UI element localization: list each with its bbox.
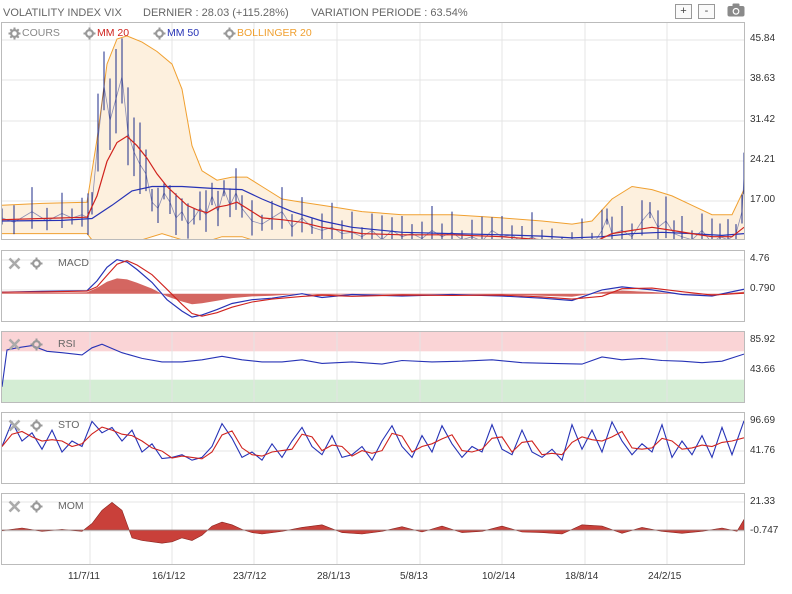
x-tick-label: 24/2/15: [648, 571, 682, 582]
gear-icon[interactable]: [83, 27, 96, 40]
sto-panel[interactable]: STO: [1, 412, 745, 484]
gear-icon[interactable]: [30, 257, 43, 270]
camera-icon[interactable]: [727, 3, 745, 17]
rsi-oversold-zone: [2, 379, 744, 402]
gear-icon[interactable]: [30, 419, 43, 432]
momentum-area: [2, 502, 744, 544]
bollinger-upper-line: [2, 35, 744, 225]
gear-icon[interactable]: [30, 338, 43, 351]
macd-tick-label: 0.790: [750, 283, 776, 294]
price-chart: [2, 23, 744, 239]
chart-title: VOLATILITY INDEX VIX: [3, 7, 122, 19]
x-tick-label: 5/8/13: [400, 571, 428, 582]
mm20-line: [2, 135, 744, 239]
close-icon[interactable]: [8, 257, 21, 270]
y-tick-label: 38.63: [750, 73, 776, 84]
legend-mm20: MM 20: [97, 27, 130, 39]
rsi-tick-label: 43.66: [750, 364, 776, 375]
y-tick-label: 45.84: [750, 33, 776, 44]
mom-label: MOM: [58, 500, 84, 512]
last-value: DERNIER : 28.03 (+115.28%): [143, 7, 289, 19]
macd-label: MACD: [58, 257, 89, 269]
macd-histogram: [2, 278, 744, 305]
macd-panel[interactable]: MACD: [1, 250, 745, 322]
x-tick-label: 10/2/14: [482, 571, 516, 582]
legend-bollinger: BOLLINGER 20: [237, 27, 312, 39]
gear-icon[interactable]: [223, 27, 236, 40]
x-tick-label: 18/8/14: [565, 571, 599, 582]
sto-label: STO: [58, 419, 80, 431]
macd-chart: [2, 251, 744, 321]
x-tick-label: 23/7/12: [233, 571, 267, 582]
mom-chart: [2, 494, 744, 564]
sto-d-line: [2, 426, 744, 460]
x-tick-label: 16/1/12: [152, 571, 186, 582]
chart-header: VOLATILITY INDEX VIX DERNIER : 28.03 (+1…: [0, 0, 792, 24]
mom-tick-label: 21.33: [750, 496, 776, 507]
macd-tick-label: 4.76: [750, 253, 770, 264]
mom-panel[interactable]: MOM: [1, 493, 745, 565]
rsi-chart: [2, 332, 744, 402]
mom-tick-label: -0.747: [750, 525, 779, 536]
rsi-label: RSI: [58, 338, 76, 350]
price-panel[interactable]: COURS MM 20 MM 50 BOLLINGER 20: [1, 22, 745, 240]
y-tick-label: 24.21: [750, 154, 776, 165]
close-icon[interactable]: [8, 419, 21, 432]
bollinger-band-fill: [2, 35, 744, 239]
macd-signal-line: [2, 260, 744, 317]
period-variation: VARIATION PERIODE : 63.54%: [311, 7, 468, 19]
y-tick-label: 17.00: [750, 194, 776, 205]
sto-k-line: [2, 420, 744, 462]
zoom-out-button[interactable]: -: [698, 4, 715, 19]
sto-tick-label: 96.69: [750, 415, 776, 426]
rsi-panel[interactable]: RSI: [1, 331, 745, 403]
rsi-overbought-zone: [2, 332, 744, 352]
mm50-line: [2, 185, 744, 239]
y-tick-label: 31.42: [750, 114, 776, 125]
close-icon[interactable]: [8, 338, 21, 351]
gear-icon[interactable]: [153, 27, 166, 40]
gear-icon[interactable]: [8, 27, 21, 40]
sto-tick-label: 41.76: [750, 445, 776, 456]
x-tick-label: 11/7/11: [68, 571, 100, 582]
sto-chart: [2, 413, 744, 483]
macd-line: [2, 259, 744, 318]
rsi-tick-label: 85.92: [750, 334, 776, 345]
legend-mm50: MM 50: [167, 27, 200, 39]
zoom-in-button[interactable]: +: [675, 4, 692, 19]
gear-icon[interactable]: [30, 500, 43, 513]
close-icon[interactable]: [8, 500, 21, 513]
rsi-line: [2, 343, 744, 387]
legend-cours: COURS: [22, 27, 60, 39]
x-tick-label: 28/1/13: [317, 571, 351, 582]
